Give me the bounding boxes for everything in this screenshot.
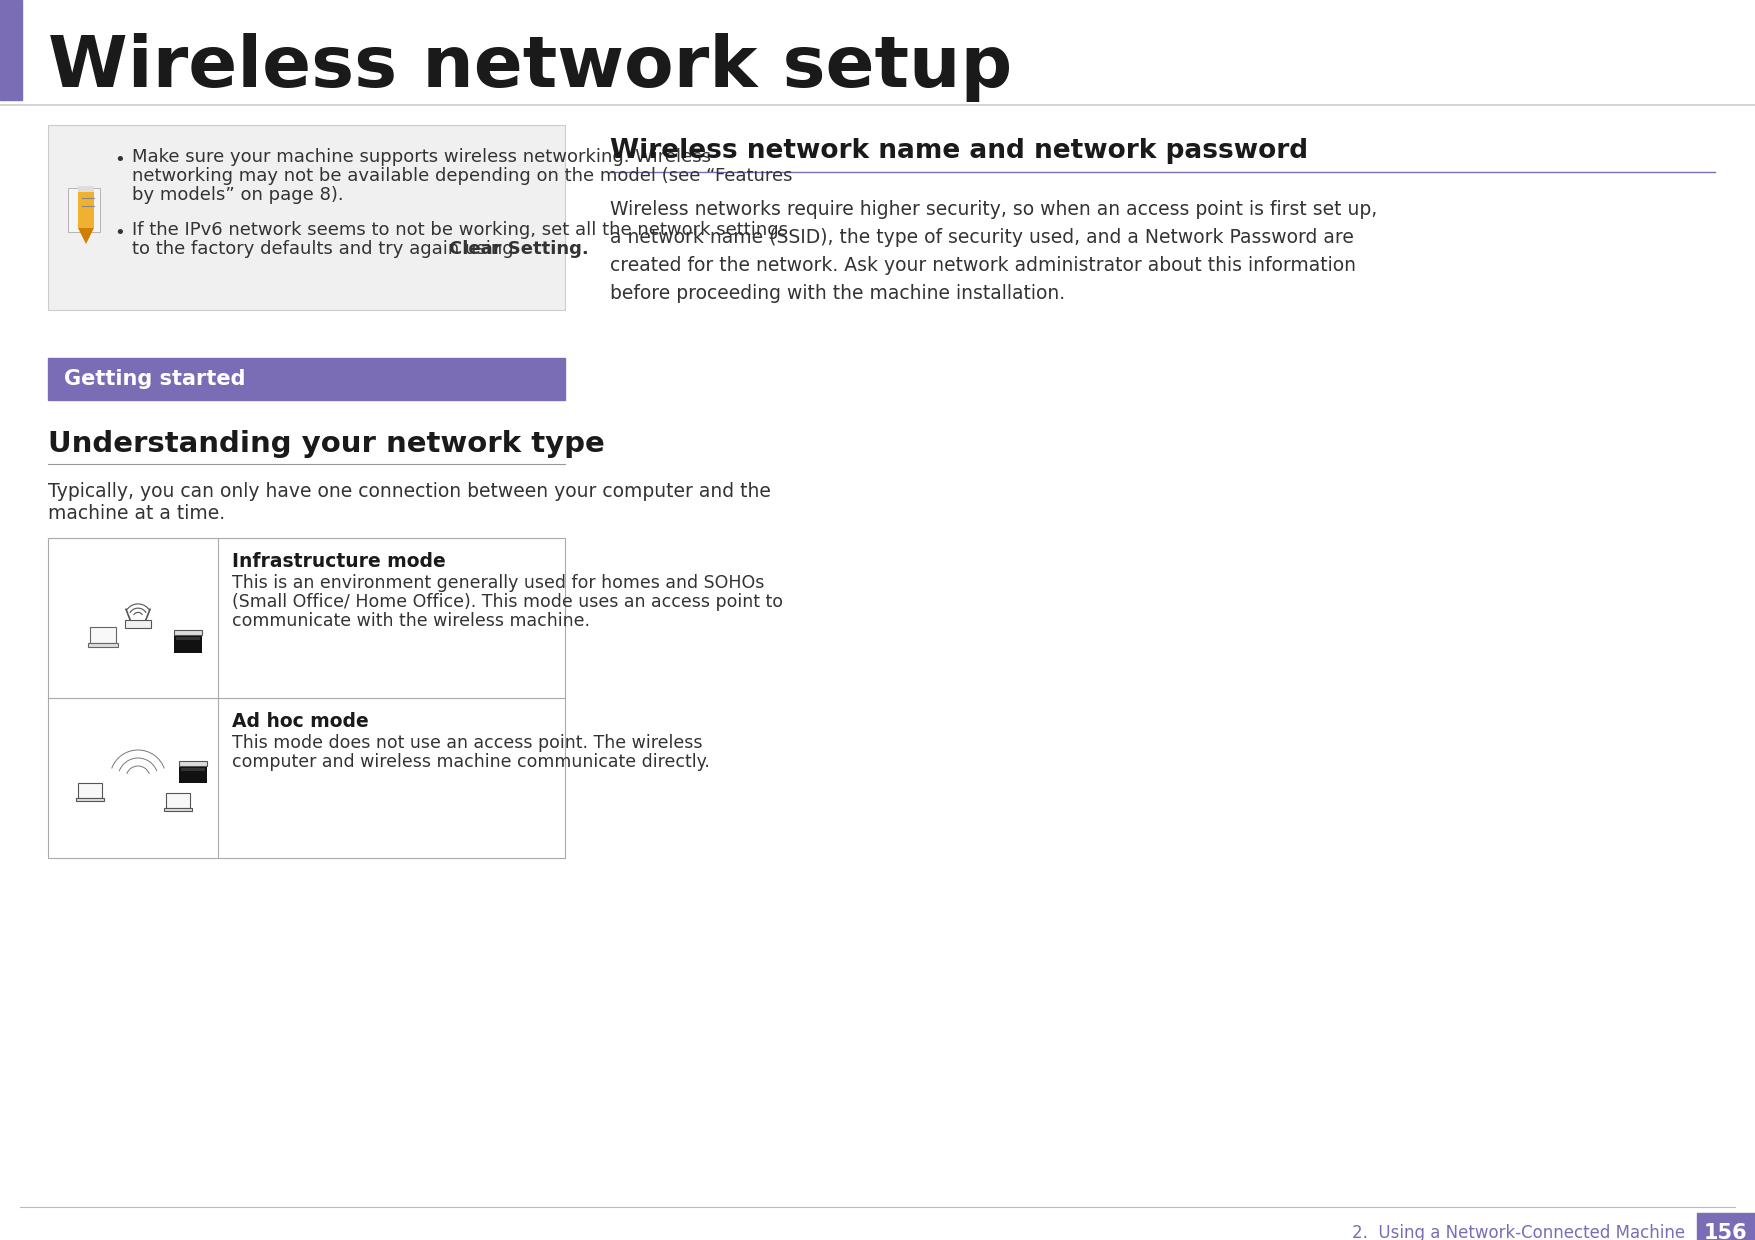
Text: 156: 156 [1704, 1223, 1748, 1240]
Bar [176, 637, 200, 640]
Text: (Small Office/ Home Office). This mode uses an access point to: (Small Office/ Home Office). This mode u… [232, 593, 783, 611]
Text: networking may not be available depending on the model (see “Features: networking may not be available dependin… [132, 167, 793, 185]
Text: •: • [114, 151, 125, 169]
Bar [0, 0, 23, 100]
Bar [88, 644, 118, 646]
Text: Wireless network name and network password: Wireless network name and network passwo… [611, 138, 1307, 164]
Text: Make sure your machine supports wireless networking. Wireless: Make sure your machine supports wireless… [132, 148, 711, 166]
Bar [165, 808, 191, 811]
Text: before proceeding with the machine installation.: before proceeding with the machine insta… [611, 284, 1065, 303]
Bar [174, 635, 202, 653]
Bar [68, 188, 100, 232]
Bar [75, 799, 104, 801]
Bar [47, 358, 565, 401]
Bar [179, 766, 207, 782]
Bar [174, 630, 202, 635]
Text: Getting started: Getting started [63, 370, 246, 389]
Bar [77, 192, 95, 228]
Bar [167, 792, 190, 808]
Text: This is an environment generally used for homes and SOHOs: This is an environment generally used fo… [232, 574, 765, 591]
Polygon shape [77, 228, 95, 244]
Text: computer and wireless machine communicate directly.: computer and wireless machine communicat… [232, 753, 709, 771]
Text: to the factory defaults and try again using: to the factory defaults and try again us… [132, 241, 519, 258]
Bar [179, 761, 207, 766]
Bar [125, 620, 151, 627]
Text: machine at a time.: machine at a time. [47, 503, 225, 523]
Text: Ad hoc mode: Ad hoc mode [232, 712, 369, 732]
Bar [91, 626, 116, 644]
Text: communicate with the wireless machine.: communicate with the wireless machine. [232, 613, 590, 630]
Text: Infrastructure mode: Infrastructure mode [232, 552, 446, 570]
Text: a network name (SSID), the type of security used, and a Network Password are: a network name (SSID), the type of secur… [611, 228, 1353, 247]
Text: by models” on page 8).: by models” on page 8). [132, 186, 344, 205]
Text: Clear Setting.: Clear Setting. [449, 241, 588, 258]
Bar [181, 768, 205, 771]
Bar [77, 186, 95, 192]
Text: Wireless networks require higher security, so when an access point is first set : Wireless networks require higher securit… [611, 200, 1378, 219]
Bar [79, 782, 102, 799]
Text: •: • [114, 224, 125, 242]
Text: created for the network. Ask your network administrator about this information: created for the network. Ask your networ… [611, 255, 1357, 275]
Bar [47, 538, 565, 858]
Text: This mode does not use an access point. The wireless: This mode does not use an access point. … [232, 734, 702, 751]
Bar [1697, 1213, 1755, 1240]
Text: If the IPv6 network seems to not be working, set all the network settings: If the IPv6 network seems to not be work… [132, 221, 788, 239]
Text: Wireless network setup: Wireless network setup [47, 33, 1013, 103]
Bar [47, 125, 565, 310]
Text: Typically, you can only have one connection between your computer and the: Typically, you can only have one connect… [47, 482, 770, 501]
Text: Understanding your network type: Understanding your network type [47, 430, 605, 458]
Text: 2.  Using a Network-Connected Machine: 2. Using a Network-Connected Machine [1351, 1224, 1685, 1240]
